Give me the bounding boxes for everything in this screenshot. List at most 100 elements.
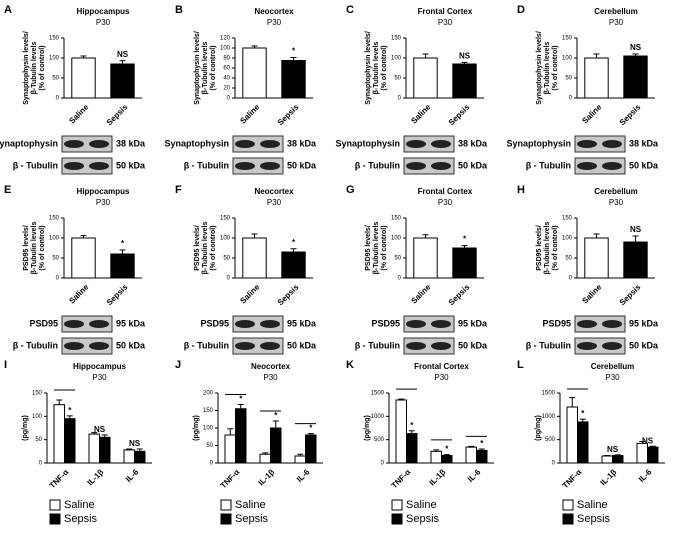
panel-letter: E [4,184,11,196]
blot-protein-label: β - Tubulin [355,160,400,170]
blot-frame [574,315,626,333]
y-tick-label: 150 [391,36,402,42]
chart-subtitle: P30 [434,373,449,382]
blot-protein-label: β - Tubulin [184,340,229,350]
error-bar [101,434,108,438]
y-tick-label: 150 [49,216,60,222]
significance-label: NS [630,225,642,234]
bar [71,237,96,279]
legend-label: Saline [235,499,266,511]
significance-label: NS [459,52,471,61]
chart-title: Neocortex [251,362,291,371]
y-axis-label-line: β-Tubulin levels [202,222,209,275]
legend-swatch [391,513,403,525]
y-tick-label: 200 [203,391,214,397]
blot-band [431,162,451,170]
error-bar [290,248,297,252]
blot-frame [61,135,113,153]
panel-letter: F [175,184,182,196]
blot-kda-label: 95 kDa [116,318,146,328]
error-bar [119,60,126,64]
blot-protein-label: Synaptophysin [164,138,229,148]
error-bar [227,428,234,435]
y-tick-label: 50 [52,76,59,82]
bar [235,408,247,464]
legend-label: Sepsis [235,513,269,525]
blot-kda-label: 95 kDa [629,318,659,328]
chart-subtitle: P30 [605,373,620,382]
blot-frame [574,337,626,355]
y-axis-label-line: (pg/mg) [364,415,371,441]
bar [413,57,438,99]
bar [577,421,589,464]
chart-subtitle: P30 [609,198,624,207]
error-bar [579,418,586,422]
y-tick-label: 50 [223,256,230,262]
y-axis-label-line: (% of control) [552,45,559,90]
blot-band [89,140,109,148]
bar [242,237,267,279]
blot-band [431,342,451,350]
y-tick-label: 100 [220,236,231,242]
chart-title: Hippocampus [77,187,130,196]
significance-label: NS [642,436,654,445]
blot-frame [61,337,113,355]
error-bar [593,53,600,58]
x-tick-label: IL-1β [599,467,619,487]
y-tick-label: 150 [562,216,573,222]
x-tick-label: IL-6 [295,467,312,484]
y-tick-label: 40 [223,76,230,82]
bar [270,427,282,464]
blot-protein-label: β - Tubulin [184,160,229,170]
legend-label: Saline [64,499,95,511]
error-bar [91,432,98,435]
x-tick-label: TNF-α [48,467,71,490]
x-tick-label: IL-6 [637,467,654,484]
y-tick-label: 100 [32,414,43,420]
legend-label: Sepsis [64,513,98,525]
x-tick-label: Saline [67,282,90,305]
blot-band [577,342,597,350]
blot-kda-label: 38 kDa [629,138,659,148]
chart-subtitle: P30 [96,18,111,27]
y-axis-label: PSD95 levels/β-Tubulin levels(% of contr… [365,222,388,275]
x-tick-label: TNF-α [390,467,413,490]
blot-band [64,162,84,170]
significance-label: * [581,409,585,418]
blot-kda-label: 50 kDa [287,340,317,350]
blot-kda-label: 50 kDa [287,160,317,170]
panel-letter: I [4,359,7,371]
blot-band [406,162,426,170]
x-tick-label: IL-6 [124,467,141,484]
error-bar [614,454,621,456]
chart-title: Cerebellum [594,7,638,16]
error-bar [251,45,258,48]
blot-protein-label: PSD95 [29,318,58,328]
significance-label: * [410,421,414,430]
y-tick-label: 500 [374,437,385,443]
significance-label: * [239,395,243,404]
error-bar [56,399,63,405]
y-axis-label: (pg/mg) [22,415,29,441]
error-bar [408,430,415,434]
y-axis-label: Synaptophysin levels/β-Tubulin levels(% … [365,31,388,105]
significance-label: * [121,239,125,248]
y-tick-label: 50 [52,256,59,262]
blot-band [235,140,255,148]
y-tick-label: 1500 [371,391,385,397]
y-tick-label: 0 [56,96,60,102]
chart-subtitle: P30 [438,198,453,207]
y-tick-label: 100 [391,56,402,62]
y-axis-label-line: (% of control) [39,45,46,90]
x-tick-label: Sepsis [276,282,301,307]
bar [584,237,609,279]
chart-subtitle: P30 [609,18,624,27]
error-bar [639,441,646,444]
blot-frame [232,315,284,333]
bar [110,63,135,99]
error-bar [478,448,485,451]
legend-label: Sepsis [406,513,440,525]
error-bar [136,448,143,452]
bar [413,237,438,279]
error-bar [443,454,450,456]
